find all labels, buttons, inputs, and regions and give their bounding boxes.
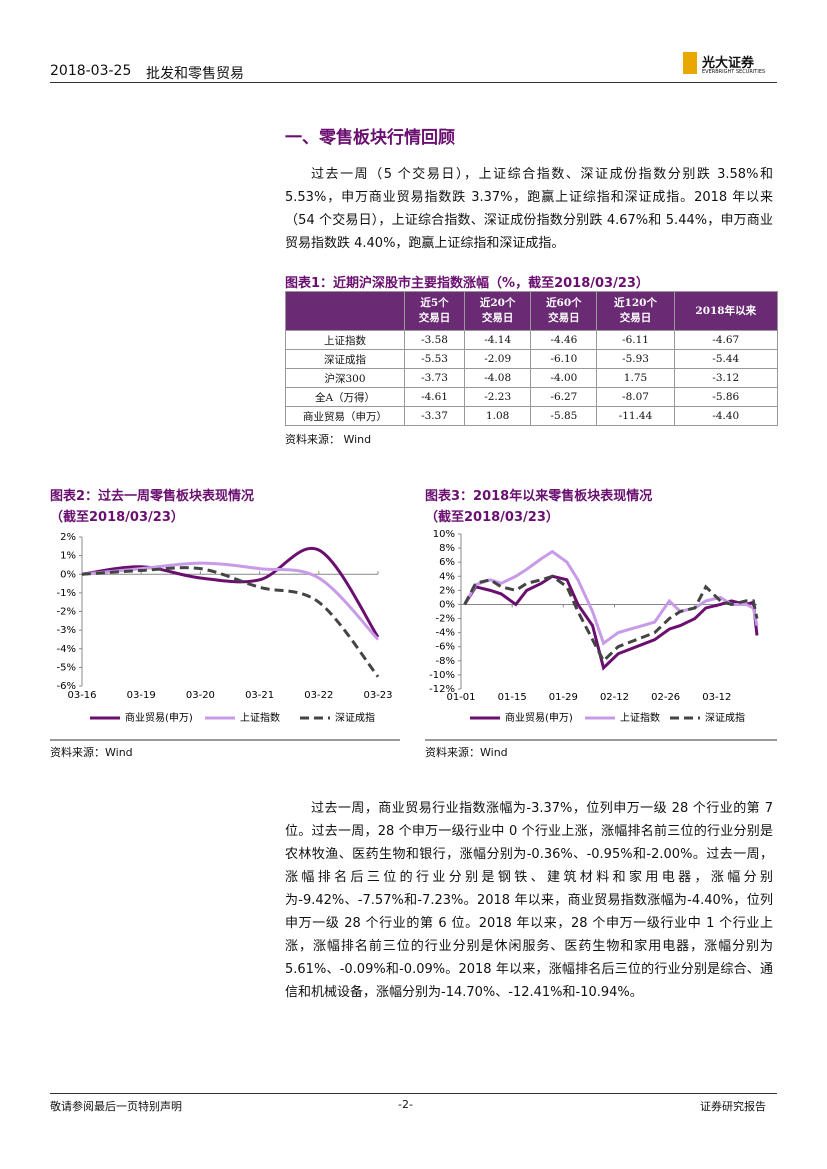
header-text: 近60个 (546, 297, 582, 309)
table: 近5个 交易日 近20个 交易日 近60个 交易日 近120个 交易日 2018年以来 上证指数 -… (285, 291, 779, 426)
y-tick-label: -4% (436, 628, 455, 639)
legend-label: 上证指数 (240, 711, 280, 724)
x-tick-label: 03-16 (67, 690, 96, 701)
chart-title: 图表3：2018年以来零售板块表现情况 (425, 489, 653, 504)
chart-title: 图表2：过去一周零售板块表现情况 (50, 489, 255, 504)
table-cell: -3.37 (403, 406, 466, 426)
header-text: 交易日 (548, 312, 580, 324)
y-tick-label: 4% (439, 571, 455, 582)
header-date: 2018-03-25 (50, 63, 132, 79)
legend-label: 深证成指 (705, 711, 745, 724)
table-source: 资料来源： Wind (285, 433, 372, 446)
chart-subtitle: （截至2018/03/23） (50, 510, 184, 525)
y-tick-label: -2% (436, 614, 455, 625)
legend-label: 商业贸易(申万) (505, 711, 573, 724)
table-row: 全A（万得） -4.61 -2.23 -6.27 -8.07 -5.86 (285, 387, 779, 407)
table-cell: 深证成指 (285, 349, 405, 369)
x-tick-label: 02-26 (651, 692, 680, 703)
y-tick-label: 0% (60, 569, 76, 580)
footer-rule (50, 1093, 777, 1094)
footer-right: 证券研究报告 (700, 1100, 766, 1113)
header-cell: 近5个交易日 (403, 291, 466, 331)
table-cell: 商业贸易（申万） (285, 406, 405, 426)
table-caption: 图表1：近期沪深股市主要指数涨幅（%，截至2018/03/23） (285, 276, 649, 291)
x-tick-label: 03-23 (363, 690, 392, 701)
header-cell: 近60个交易日 (530, 291, 598, 331)
x-tick-label: 03-19 (127, 690, 156, 701)
header-text: 交易日 (481, 312, 514, 324)
y-tick-label: -4% (57, 644, 76, 655)
y-tick-label: -8% (436, 656, 455, 667)
paragraph: 过去一周，商业贸易行业指数涨幅为-3.37%，位列申万一级 28 个行业的第 7… (285, 801, 773, 1000)
header-industry: 批发和零售贸易 (146, 66, 244, 82)
y-tick-label: -10% (429, 670, 455, 681)
section-title: 一、零售板块行情回顾 (285, 128, 455, 148)
x-tick-label: 01-01 (446, 692, 475, 703)
logo-icon (683, 52, 697, 74)
table-cell: -4.46 (530, 330, 598, 350)
table-cell: -4.40 (673, 406, 779, 426)
x-tick-label: 01-15 (498, 692, 527, 703)
header-rule (50, 82, 777, 83)
header-text: 交易日 (619, 312, 652, 324)
table-cell: -11.44 (596, 406, 675, 426)
legend-label: 深证成指 (335, 711, 375, 724)
y-tick-label: -6% (436, 642, 455, 653)
x-tick-label: 03-21 (245, 690, 274, 701)
table-row: 上证指数 -3.58 -4.14 -4.46 -6.11 -4.67 (285, 330, 779, 350)
series-line (81, 546, 380, 638)
y-tick-label: -1% (57, 588, 76, 599)
header-text: 近120个 (614, 297, 657, 309)
table-cell: -4.61 (403, 387, 466, 407)
y-tick-label: 2% (60, 532, 76, 543)
header-text: 近5个 (420, 297, 449, 309)
logo: 光大证券 (702, 56, 755, 71)
x-tick-label: 03-12 (702, 692, 731, 703)
y-tick-label: -3% (57, 625, 76, 636)
header-text: 交易日 (418, 312, 451, 324)
series-line (81, 561, 380, 641)
y-tick-label: -5% (57, 662, 76, 673)
table-row: 商业贸易（申万） -3.37 1.08 -5.85 -11.44 -4.40 (285, 406, 779, 426)
header-cell: 2018年以来 (673, 291, 779, 331)
logo-en: EVERBRIGHT SECURITIES (702, 69, 766, 75)
x-tick-label: 01-29 (549, 692, 578, 703)
y-tick-label: -6% (57, 681, 76, 692)
series-line (463, 574, 759, 671)
chart-source: 资料来源：Wind (50, 746, 133, 759)
paragraph: 过去一周（5 个交易日），上证综合指数、深证成份指数分别跌 3.58%和 5.5… (285, 167, 773, 251)
table-header: 近5个 交易日 近20个 交易日 近60个 交易日 近120个 交易日 2018年以来 (285, 291, 779, 331)
y-tick-label: 2% (439, 585, 455, 596)
y-tick-label: -2% (57, 607, 76, 618)
table-cell: 全A（万得） (285, 387, 405, 407)
x-tick-label: 02-12 (600, 692, 629, 703)
header-text: 2018年以来 (695, 304, 757, 317)
y-tick-label: 0% (439, 599, 455, 610)
footer-left: 敬请参阅最后一页特别声明 (50, 1100, 182, 1113)
series-line (81, 566, 380, 678)
chart-subtitle: （截至2018/03/23） (425, 510, 559, 525)
y-tick-label: -12% (429, 684, 455, 695)
header-cell (285, 291, 405, 331)
header-text: 近20个 (479, 297, 516, 309)
table-cell: -5.85 (530, 406, 598, 426)
y-tick-label: 10% (433, 529, 455, 540)
table-cell: 1.08 (464, 406, 532, 426)
legend-label: 商业贸易(申万) (125, 711, 193, 724)
footer-page: -2- (398, 1098, 413, 1111)
x-tick-label: 03-22 (304, 690, 333, 701)
series-line (463, 549, 759, 646)
charts: 2%1%0%-1%-2%-3%-4%-5%-6%03-16 03-19 03-20 0… (50, 529, 777, 741)
y-tick-label: 6% (439, 557, 455, 568)
x-tick-label: 03-20 (186, 690, 215, 701)
y-tick-label: 1% (60, 551, 76, 562)
series-line (463, 574, 759, 664)
legend-label: 上证指数 (620, 711, 660, 724)
chart-source: 资料来源：Wind (425, 746, 508, 759)
y-tick-label: 8% (439, 543, 455, 554)
